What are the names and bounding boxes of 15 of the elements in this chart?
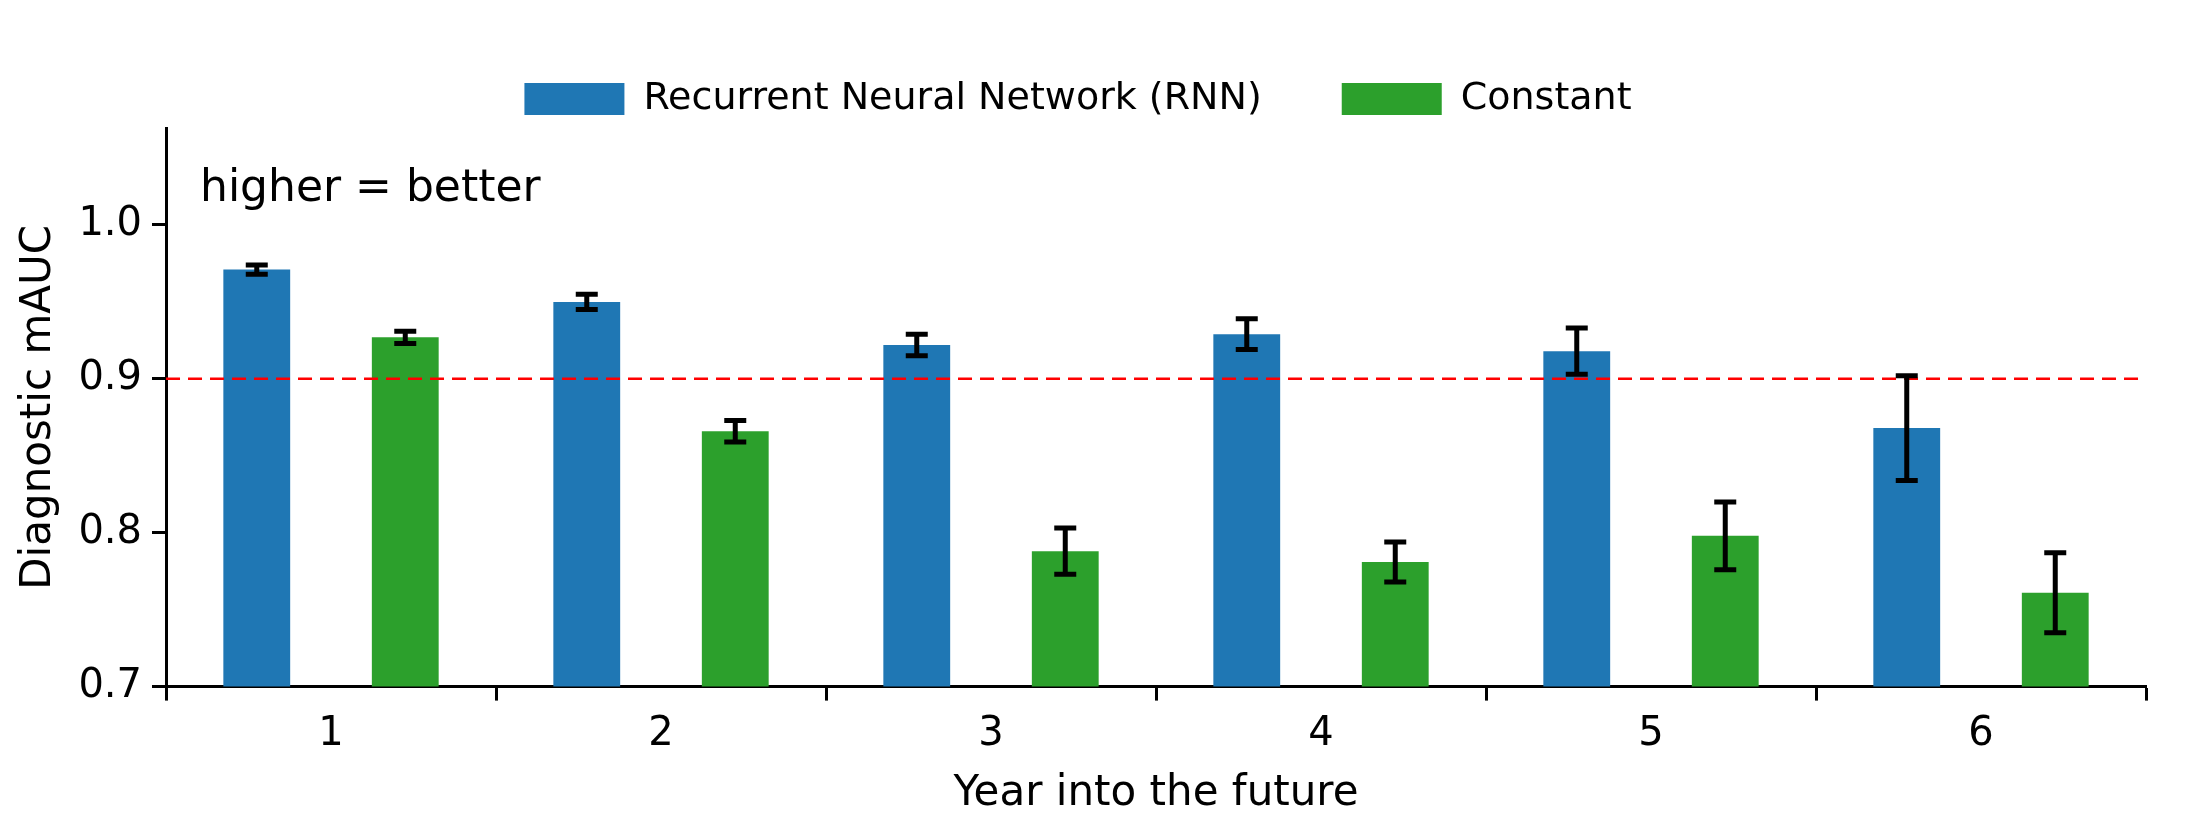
- x-axis-title: Year into the future: [952, 765, 1359, 815]
- x-tick-label: 4: [1308, 707, 1334, 754]
- x-tick-label: 2: [648, 707, 674, 754]
- y-tick-label: 1.0: [78, 198, 143, 245]
- x-tick-label: 5: [1638, 707, 1664, 754]
- legend-label: Constant: [1460, 73, 1632, 118]
- y-tick-label: 0.7: [78, 659, 143, 706]
- annotation: higher = better: [200, 160, 542, 212]
- legend-label: Recurrent Neural Network (RNN): [643, 73, 1262, 118]
- y-tick-label: 0.9: [78, 352, 143, 399]
- y-axis-title: Diagnostic mAUC: [11, 224, 61, 590]
- x-tick-label: 6: [1968, 707, 1994, 754]
- x-tick-label: 3: [978, 707, 1004, 754]
- x-tick-label: 1: [318, 707, 344, 754]
- y-tick-label: 0.8: [78, 506, 143, 553]
